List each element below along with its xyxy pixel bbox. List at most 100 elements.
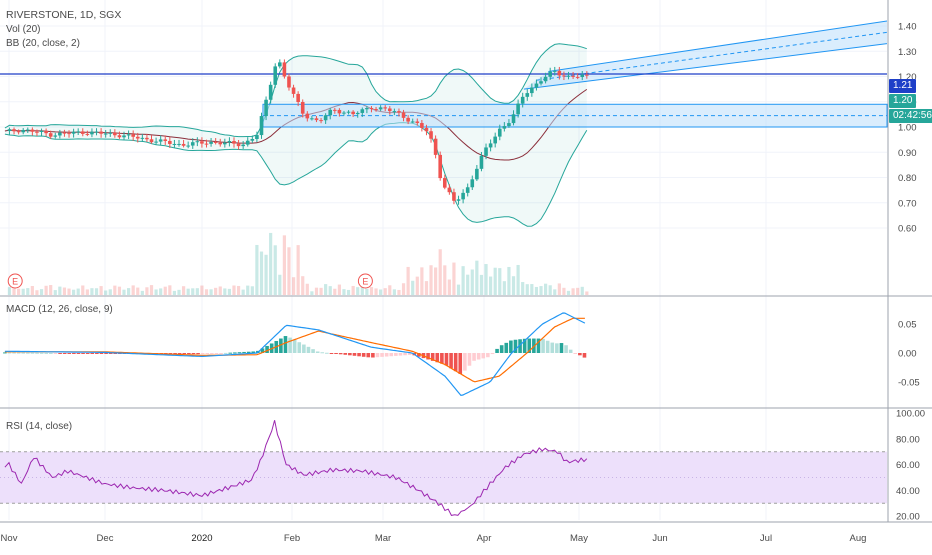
macd-histogram-bar: [357, 353, 361, 357]
rsi-axis-tick-label: 40.00: [896, 486, 920, 497]
volume-bar: [35, 290, 39, 295]
volume-bar: [209, 289, 213, 295]
price-axis-tick-label[interactable]: 0.90: [898, 148, 917, 159]
candle: [259, 112, 264, 139]
candlesticks: [7, 59, 589, 205]
volume-bar: [415, 276, 419, 295]
macd-histogram-bar: [12, 352, 16, 354]
macd-histogram-bar: [394, 353, 398, 356]
candle-body: [158, 139, 163, 142]
candle-body: [21, 129, 26, 133]
candle-body: [452, 192, 456, 201]
candle-body: [259, 116, 264, 136]
volume-bar: [346, 289, 351, 295]
macd-histogram-bar: [16, 352, 21, 354]
volume-bar: [576, 287, 580, 295]
candle-body: [25, 129, 30, 131]
volume-bar: [113, 285, 117, 295]
macd-histogram-bar: [334, 353, 338, 354]
price-axis-tick-label[interactable]: 1.00: [898, 123, 917, 134]
candle-body: [250, 139, 255, 141]
volume-bar: [516, 264, 520, 295]
price-axis-tick-label[interactable]: 0.70: [898, 198, 917, 209]
volume-bar: [333, 288, 337, 295]
candle-body: [502, 126, 507, 129]
volume-bar: [195, 288, 199, 295]
price-axis-tick-label[interactable]: 1.40: [898, 22, 917, 33]
volume-bars: [7, 232, 589, 295]
macd-histogram-bar: [536, 338, 541, 353]
macd-histogram-bar: [504, 342, 509, 353]
candle: [53, 132, 58, 139]
candle-body: [71, 131, 76, 134]
volume-bar: [296, 245, 300, 295]
candle: [149, 135, 154, 144]
volume-bar: [456, 284, 461, 295]
macd-histogram-bar: [366, 353, 371, 358]
time-axis-tick-label: May: [570, 533, 588, 544]
volume-bar: [434, 267, 438, 295]
candle-body: [429, 131, 433, 139]
candle-body: [562, 75, 566, 77]
volume-indicator-label[interactable]: Vol (20): [6, 24, 41, 35]
volume-bar: [204, 289, 209, 295]
price-axis-tick-label[interactable]: 1.20: [898, 72, 917, 83]
bb-fill: [4, 43, 587, 227]
candle: [525, 89, 530, 101]
macd-histogram-bar: [559, 343, 564, 353]
candle-body: [287, 76, 291, 88]
volume-bar: [397, 289, 401, 295]
price-axis-tick-label[interactable]: 0.60: [898, 224, 917, 235]
candle: [218, 138, 223, 147]
rsi-indicator-label[interactable]: RSI (14, close): [6, 421, 73, 432]
macd-histogram-bar: [260, 348, 265, 353]
volume-bar: [287, 247, 291, 295]
volume-bar: [278, 274, 282, 295]
macd-histogram-bar: [187, 353, 191, 355]
candle: [296, 91, 300, 107]
volume-bar: [489, 276, 493, 295]
candle: [21, 128, 26, 135]
macd-indicator-label[interactable]: MACD (12, 26, close, 9): [6, 304, 113, 315]
candle-body: [406, 117, 410, 122]
candle-body: [557, 70, 562, 76]
price-axis-tick-label[interactable]: 1.30: [898, 47, 917, 58]
volume-bar: [72, 289, 76, 295]
volume-bar: [406, 266, 410, 295]
macd-histogram-bar: [430, 353, 435, 361]
volume-bar: [383, 288, 387, 295]
macd-histogram-bar: [53, 353, 58, 354]
candle: [236, 139, 241, 150]
candle: [131, 130, 135, 141]
bollinger-indicator-label[interactable]: BB (20, close, 2): [6, 38, 80, 49]
candle: [76, 128, 80, 136]
candle-body: [369, 108, 374, 110]
price-axis-tick-label[interactable]: 0.80: [898, 173, 917, 184]
candle-body: [374, 109, 378, 111]
volume-bar: [328, 286, 332, 295]
candle: [282, 59, 287, 79]
volume-bar: [305, 283, 309, 295]
volume-bar: [553, 289, 557, 295]
volume-bar: [136, 287, 140, 295]
candle-body: [204, 143, 209, 145]
candle-body: [278, 62, 282, 67]
candle-body: [433, 138, 438, 155]
candle-body: [305, 113, 310, 119]
macd-histogram-bar: [338, 353, 343, 355]
earnings-marker[interactable]: E: [7, 273, 23, 289]
candle-body: [475, 168, 479, 180]
candle-body: [103, 133, 108, 135]
volume-bar: [479, 274, 484, 295]
candle: [383, 105, 388, 112]
candle: [12, 127, 16, 135]
macd-axis-tick-label: -0.05: [898, 377, 920, 388]
candle: [401, 109, 406, 122]
earnings-marker[interactable]: E: [357, 273, 373, 289]
volume-bar: [539, 286, 543, 295]
volume-bar: [585, 291, 589, 295]
volume-bar: [580, 286, 584, 295]
volume-bar: [310, 291, 314, 295]
volume-bar: [149, 285, 154, 295]
